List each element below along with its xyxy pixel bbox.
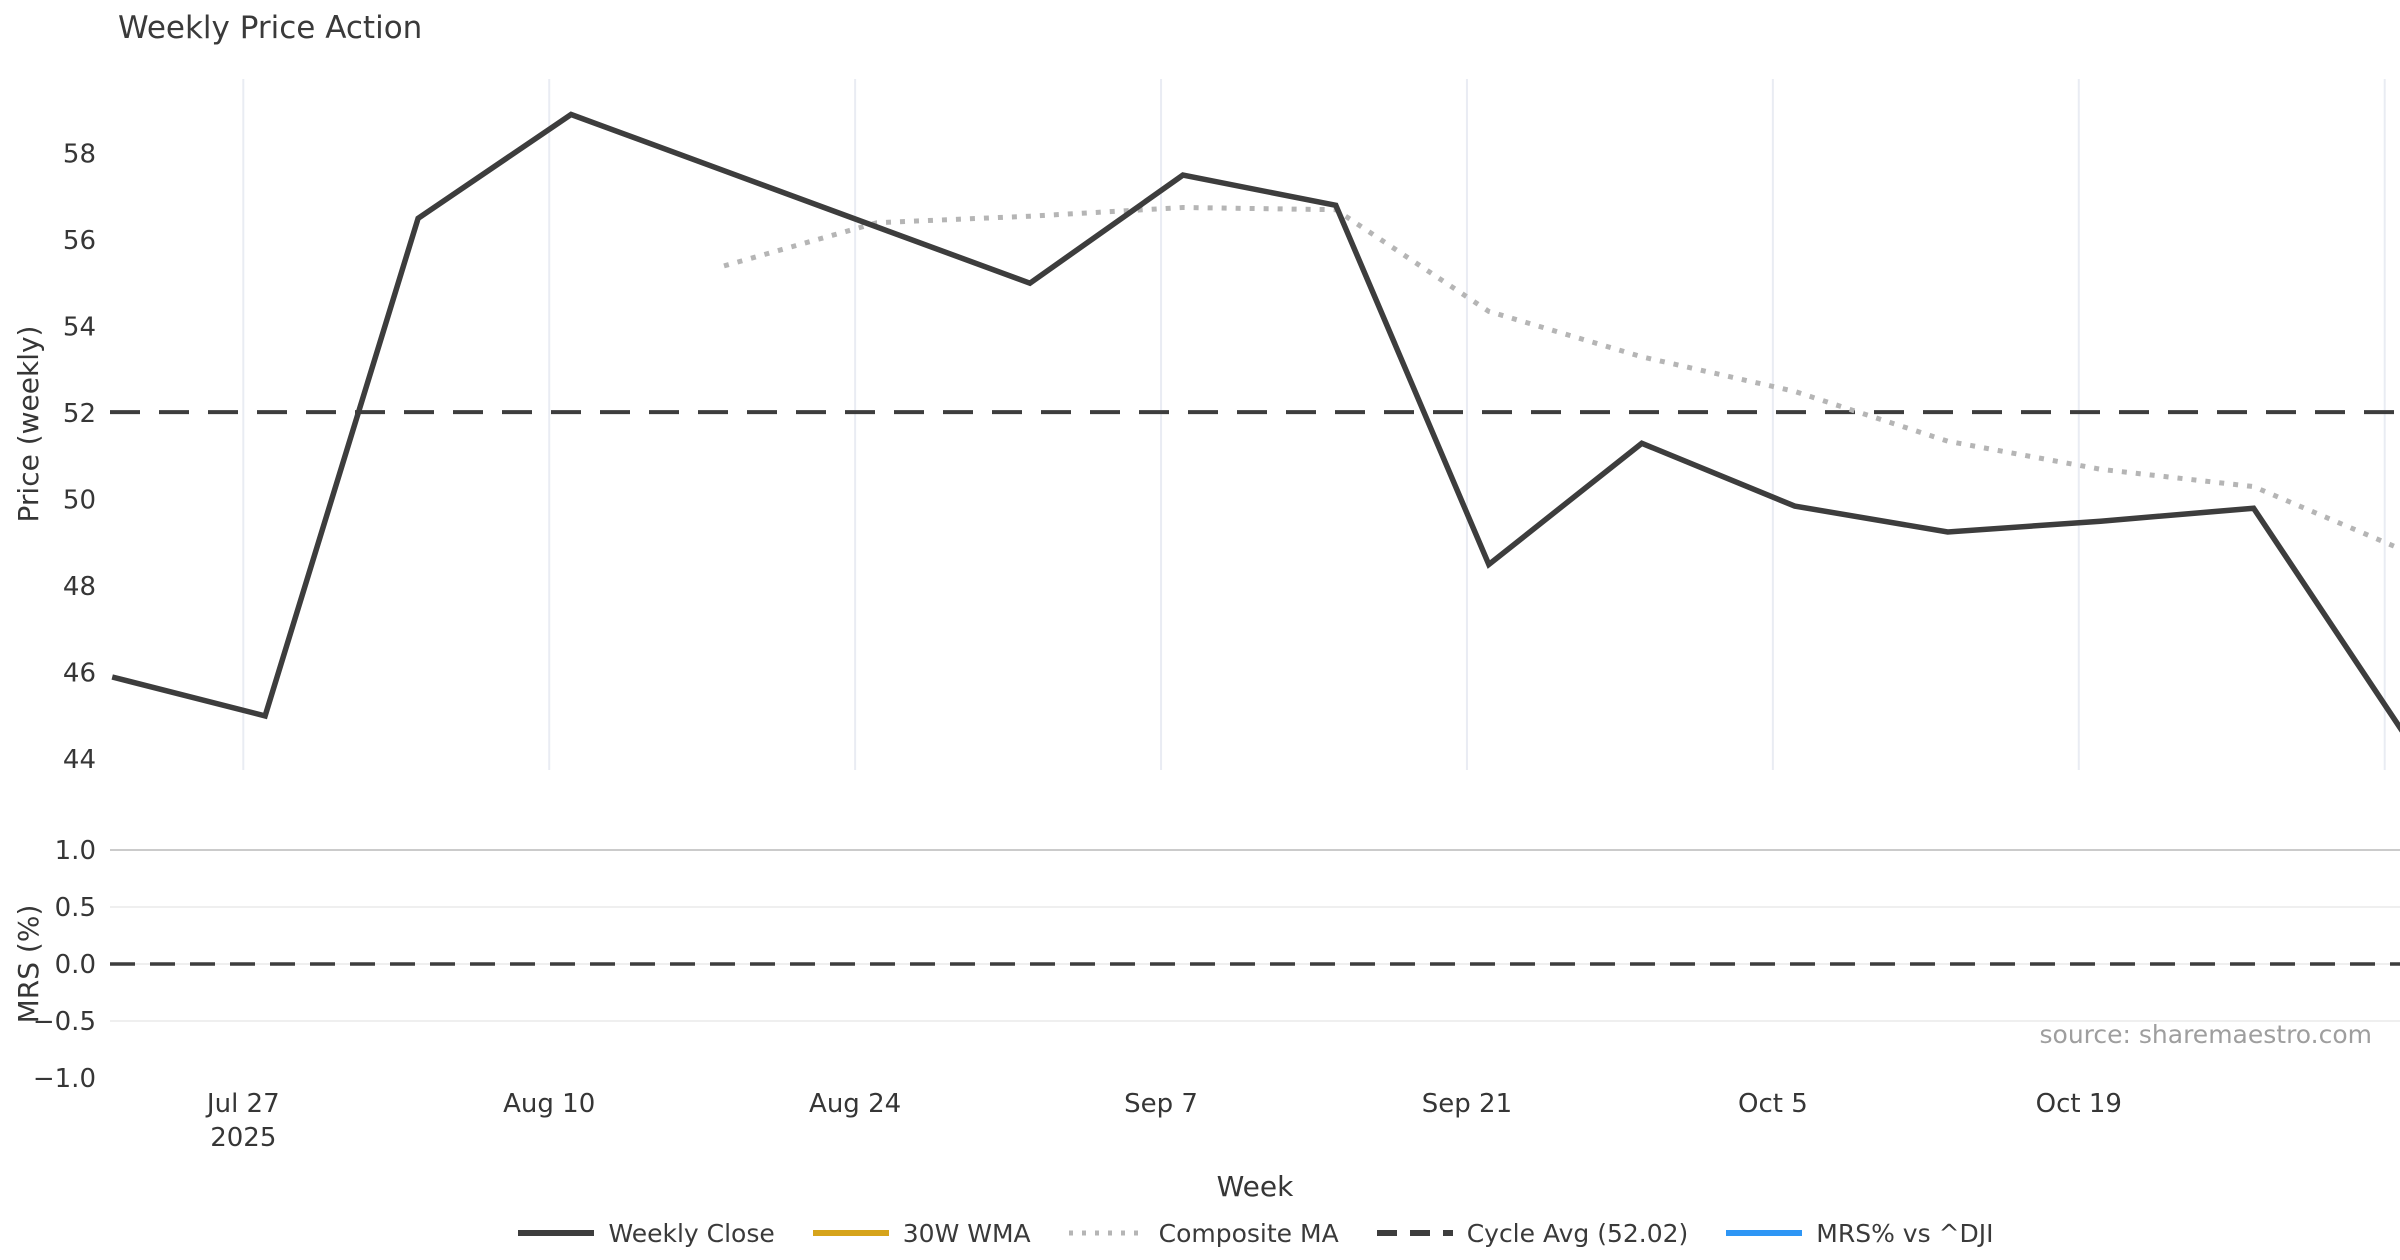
source-credit: source: sharemaestro.com: [2040, 1020, 2373, 1049]
legend-swatch-mrs-vs-dji: [1726, 1230, 1803, 1236]
data-series: [111, 111, 2400, 733]
legend-label: Weekly Close: [608, 1218, 775, 1248]
x-tick-label: Sep 21: [1422, 1089, 1512, 1119]
x-tick-label: Jul 27: [205, 1089, 280, 1119]
y1-axis-label: Price (weekly): [12, 326, 45, 523]
y2-tick-label: 0.0: [55, 950, 96, 980]
y1-tick-label: 44: [63, 745, 96, 775]
legend-swatch-30w-wma: [812, 1230, 889, 1236]
y1-tick-label: 56: [63, 226, 96, 256]
y1-tick-label: 50: [63, 486, 96, 516]
y2-tick-label: −0.5: [33, 1007, 96, 1037]
legend-item-composite-ma: Composite MA: [1067, 1219, 1339, 1248]
legend-label: Composite MA: [1158, 1218, 1339, 1248]
y1-tick-label: 46: [63, 659, 96, 689]
legend-label: MRS% vs ^DJI: [1816, 1218, 1994, 1248]
y2-axis-label: MRS (%): [12, 905, 45, 1024]
series-line-composite-ma: [723, 204, 2400, 552]
legend-item-mrs-vs-dji: MRS% vs ^DJI: [1724, 1218, 1994, 1248]
x-tick-label: Sep 7: [1124, 1089, 1198, 1119]
legend: Weekly Close 30W WMA Composite MA Cycle Avg…: [110, 1212, 2400, 1254]
y2-tick-label: 1.0: [55, 836, 96, 866]
y1-tick-label: 58: [63, 139, 96, 169]
x-tick-label: Aug 10: [503, 1089, 595, 1119]
y2-tick-label: −1.0: [33, 1064, 96, 1094]
legend-label: 30W WMA: [902, 1218, 1031, 1248]
legend-item-cycle-avg-52-02: Cycle Avg (52.02): [1375, 1218, 1689, 1248]
chart-title: Weekly Price Action: [118, 10, 422, 46]
x-tick-sublabel: 2025: [210, 1123, 276, 1153]
reference-lines: [110, 410, 2400, 966]
legend-label: Cycle Avg (52.02): [1466, 1218, 1689, 1248]
x-tick-label: Oct 19: [2036, 1089, 2122, 1119]
y2-tick-label: 0.5: [55, 893, 96, 923]
x-tick-label: Oct 5: [1738, 1089, 1808, 1119]
y1-tick-label: 48: [63, 572, 96, 602]
gridlines: [110, 79, 2400, 1022]
legend-item-30w-wma: 30W WMA: [811, 1219, 1031, 1248]
series-line-weekly-close: [111, 111, 2400, 733]
legend-swatch-composite-ma: [1068, 1230, 1145, 1236]
y1-tick-label: 54: [63, 312, 96, 342]
tick-labels: 44 46 48 50 52 54 56 58 1.0 0.5 0.0 −0.5 −1.0 Jul 27 2…: [33, 139, 2122, 1153]
legend-swatch-weekly-close: [518, 1230, 595, 1236]
y1-tick-label: 52: [63, 399, 96, 429]
x-axis-label: Week: [1217, 1170, 1294, 1203]
x-tick-label: Aug 24: [809, 1089, 901, 1119]
legend-item-weekly-close: Weekly Close: [516, 1218, 775, 1248]
legend-swatch-cycle-avg-52-02: [1376, 1230, 1453, 1236]
